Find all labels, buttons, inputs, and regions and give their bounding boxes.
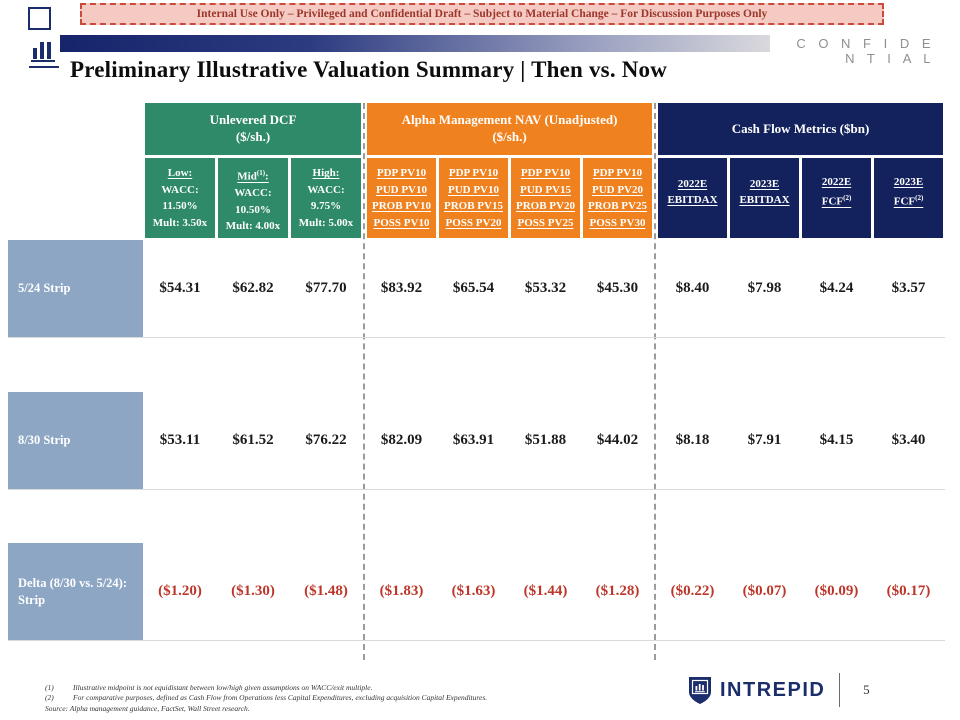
group-header-cash-flow-metrics: Cash Flow Metrics ($bn) [658,103,943,155]
table-cell: $3.57 [891,280,926,296]
confidentiality-banner: Internal Use Only – Privileged and Confi… [80,3,884,25]
row-label: 8/30 Strip [8,392,143,489]
table-cell: $3.40 [891,432,926,448]
table-row-delta-strip: Delta (8/30 vs. 5/24): Strip ($1.20) ($1… [8,543,945,641]
column-header-2022e-fcf: 2022E FCF(2) [802,158,871,238]
table-cell: $45.30 [596,280,639,296]
page-title: Preliminary Illustrative Valuation Summa… [70,57,668,82]
table-cell: $7.91 [747,432,782,448]
group-header-line: Unlevered DCF [209,112,297,128]
column-header-low: Low: WACC: 11.50% Mult: 3.50x [145,158,215,238]
section-divider-dashed [654,103,656,660]
source-note: Source: Alpha management guidance, FactS… [45,703,250,713]
table-cell: ($1.44) [523,583,568,599]
table-cell: $4.24 [819,280,854,296]
group-header-line: ($/sh.) [235,129,271,144]
table-cell: $65.54 [452,280,495,296]
section-divider-dashed [363,103,365,660]
group-header-unlevered-dcf: Unlevered DCF ($/sh.) [145,103,361,155]
table-row-830-strip: 8/30 Strip $53.11 $61.52 $76.22 $82.09 $… [8,392,945,490]
group-header-line: Cash Flow Metrics ($bn) [731,120,870,136]
logo-box-icon [28,7,51,30]
table-cell: ($1.63) [451,583,496,599]
footer-brand: INTREPID 5 [688,671,876,709]
group-header-line: Alpha Management NAV (Unadjusted) [401,112,618,128]
table-cell: $54.31 [159,280,201,296]
table-cell: $8.40 [675,280,710,296]
table-cell: $61.52 [232,432,274,448]
column-header-nav-case-3: PDP PV10 PUD PV15 PROB PV20 POSS PV25 [511,158,580,238]
footnote-2: (2) For comparative purposes, defined as… [45,693,488,703]
table-cell: ($0.09) [814,583,859,599]
table-cell: ($1.30) [231,583,275,599]
header-gradient-bar [60,35,770,52]
table-cell: ($1.20) [158,583,202,599]
table-cell: $53.11 [159,432,201,448]
column-header-mid: Mid(1): WACC: 10.50% Mult: 4.00x [218,158,288,238]
table-cell: ($0.07) [742,583,787,599]
row-label: 5/24 Strip [8,240,143,337]
row-label: Delta (8/30 vs. 5/24): Strip [8,543,143,640]
table-cell: $8.18 [675,432,710,448]
table-cell: $83.92 [380,280,423,296]
table-cell: $82.09 [380,432,423,448]
column-header-nav-case-4: PDP PV10 PUD PV20 PROB PV25 POSS PV30 [583,158,652,238]
group-header-alpha-nav: Alpha Management NAV (Unadjusted) ($/sh.… [367,103,652,155]
table-cell: $62.82 [232,280,274,296]
column-header-high: High: WACC: 9.75% Mult: 5.00x [291,158,361,238]
column-header-2022e-ebitdax: 2022E EBITDAX [658,158,727,238]
table-cell: $63.91 [452,432,495,448]
footnotes: (1) Illustrative midpoint is not equidis… [45,683,605,713]
column-header-2023e-fcf: 2023E FCF(2) [874,158,943,238]
table-cell: ($1.28) [595,583,640,599]
page-number: 5 [863,682,870,697]
bar-chart-icon [29,39,59,68]
table-cell: ($1.48) [304,583,348,599]
intrepid-shield-icon [689,676,711,704]
column-header-nav-case-1: PDP PV10 PUD PV10 PROB PV10 POSS PV10 [367,158,436,238]
table-cell: $7.98 [747,280,782,296]
column-header-2023e-ebitdax: 2023E EBITDAX [730,158,799,238]
table-cell: $77.70 [305,280,347,296]
table-cell: ($0.17) [886,583,931,599]
brand-wordmark: INTREPID [720,678,826,701]
table-row-524-strip: 5/24 Strip $54.31 $62.82 $77.70 $83.92 $… [8,240,945,338]
table-cell: $51.88 [524,432,567,448]
intrepid-logo-mark [26,7,62,75]
footnote-1: (1) Illustrative midpoint is not equidis… [45,683,373,692]
column-header-nav-case-2: PDP PV10 PUD PV10 PROB PV15 POSS PV20 [439,158,508,238]
table-cell: $53.32 [524,280,567,296]
table-cell: $4.15 [819,432,854,448]
table-cell: $44.02 [596,432,639,448]
table-cell: ($0.22) [670,583,715,599]
confidential-label: C O N F I D E N T I A L [796,36,935,66]
page-number-divider [839,673,841,707]
group-header-line: ($/sh.) [492,129,527,144]
table-cell: $76.22 [305,432,347,448]
table-cell: ($1.83) [379,583,424,599]
valuation-table: Unlevered DCF ($/sh.) Alpha Management N… [8,103,945,663]
